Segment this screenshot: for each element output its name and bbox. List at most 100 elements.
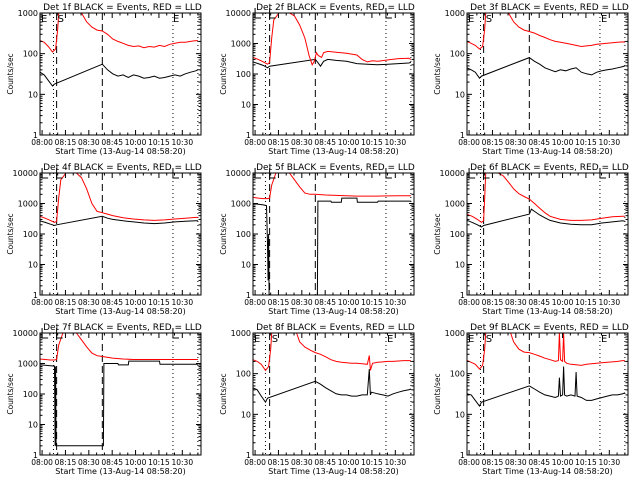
x-tick-label: 08:45 bbox=[314, 458, 336, 467]
y-tick-label: 10 bbox=[455, 261, 465, 270]
y-tick-label: 100 bbox=[23, 390, 38, 399]
y-tick-label: 10000 bbox=[13, 329, 38, 338]
y-tick-label: 1 bbox=[33, 131, 38, 140]
x-axis-label: Start Time (13-Aug-14 08:58:20) bbox=[55, 467, 186, 476]
marker-label-e: E bbox=[468, 334, 474, 345]
x-axis-label: Start Time (13-Aug-14 08:58:20) bbox=[55, 307, 186, 316]
events-series-line bbox=[253, 58, 412, 69]
plot-frame bbox=[466, 12, 629, 136]
x-tick-label: 08:00 bbox=[458, 298, 480, 307]
panel-title: Det 1f BLACK = Events, RED = LLD bbox=[43, 3, 202, 13]
marker-label-s: S bbox=[486, 14, 492, 25]
x-tick-label: 08:00 bbox=[244, 138, 266, 147]
plot-area bbox=[40, 333, 199, 455]
x-axis-label: Start Time (13-Aug-14 08:58:20) bbox=[482, 147, 613, 156]
marker-label-e: E bbox=[173, 14, 179, 25]
plot-area bbox=[253, 13, 412, 135]
x-tick-label: 10:15 bbox=[148, 458, 170, 467]
marker-label-e: E bbox=[601, 334, 607, 345]
x-tick-label: 08:45 bbox=[101, 298, 123, 307]
x-tick-label: 08:15 bbox=[55, 298, 77, 307]
x-tick-label: 08:00 bbox=[244, 298, 266, 307]
bracket-mid-marker bbox=[269, 8, 276, 19]
lld-series-line bbox=[253, 173, 411, 200]
panel-det-5: Det 5f BLACK = Events, RED = LLD 1 10 100 10… bbox=[219, 163, 415, 316]
y-tick-label: 10 bbox=[241, 261, 251, 270]
x-tick-label: 08:45 bbox=[314, 298, 336, 307]
x-tick-label: 08:15 bbox=[482, 298, 504, 307]
x-tick-label: 08:30 bbox=[291, 458, 313, 467]
panel-title: Det 7f BLACK = Events, RED = LLD bbox=[43, 323, 202, 333]
x-tick-label: 08:45 bbox=[101, 138, 123, 147]
plot-frame bbox=[39, 332, 202, 456]
marker-label-e: E bbox=[387, 334, 393, 345]
y-tick-label: 10 bbox=[455, 90, 465, 99]
y-tick-label: 10000 bbox=[13, 169, 38, 178]
x-tick-label: 10:30 bbox=[598, 458, 620, 467]
x-tick-label: 08:45 bbox=[528, 138, 550, 147]
bracket-end-marker bbox=[172, 168, 179, 179]
y-axis-label: Counts/sec bbox=[219, 53, 228, 94]
x-tick-label: 10:30 bbox=[598, 298, 620, 307]
x-tick-label: 08:30 bbox=[78, 298, 100, 307]
lld-series-line bbox=[253, 13, 412, 66]
panel-title: Det 5f BLACK = Events, RED = LLD bbox=[256, 163, 415, 173]
x-axis-label: Start Time (13-Aug-14 08:58:20) bbox=[268, 467, 399, 476]
x-axis-label: Start Time (13-Aug-14 08:58:20) bbox=[482, 467, 613, 476]
x-tick-label: 08:15 bbox=[55, 138, 77, 147]
panel-det-4: Det 4f BLACK = Events, RED = LLD 1 10 100 10… bbox=[6, 163, 202, 316]
x-tick-label: 08:30 bbox=[291, 298, 313, 307]
plot-area bbox=[467, 333, 626, 455]
x-tick-label: 10:30 bbox=[171, 298, 193, 307]
x-tick-label: 08:15 bbox=[268, 138, 290, 147]
events-series-line bbox=[467, 366, 626, 407]
lld-series-line bbox=[40, 13, 198, 53]
marker-label-s: S bbox=[272, 334, 278, 345]
y-tick-label: 1 bbox=[460, 131, 465, 140]
y-tick-label: 10000 bbox=[440, 169, 465, 178]
marker-label-s: S bbox=[486, 334, 492, 345]
x-tick-label: 10:00 bbox=[552, 298, 574, 307]
x-tick-label: 08:30 bbox=[78, 458, 100, 467]
plot-frame bbox=[252, 332, 415, 456]
lld-series-line bbox=[253, 333, 411, 372]
y-tick-label: 100 bbox=[236, 230, 251, 239]
x-tick-label: 10:15 bbox=[148, 298, 170, 307]
x-tick-label: 08:30 bbox=[505, 458, 527, 467]
bracket-mid-marker bbox=[56, 328, 63, 339]
x-tick-label: 10:00 bbox=[552, 138, 574, 147]
events-series-line bbox=[40, 63, 199, 87]
events-series-line bbox=[40, 360, 198, 447]
panel-title: Det 2f BLACK = Events, RED = LLD bbox=[256, 3, 415, 13]
x-tick-label: 10:30 bbox=[171, 138, 193, 147]
y-tick-label: 100 bbox=[23, 50, 38, 59]
x-tick-label: 08:00 bbox=[31, 458, 53, 467]
x-axis-label: Start Time (13-Aug-14 08:58:20) bbox=[482, 307, 613, 316]
y-tick-label: 1 bbox=[33, 291, 38, 300]
y-tick-label: 1 bbox=[246, 451, 251, 460]
marker-label-e: E bbox=[468, 14, 474, 25]
plot-frame bbox=[252, 12, 415, 136]
y-tick-label: 1000 bbox=[445, 9, 465, 18]
y-tick-label: 1000 bbox=[18, 9, 38, 18]
panel-det-2: Det 2f BLACK = Events, RED = LLD 1 10 100 10… bbox=[219, 3, 415, 156]
bracket-end-marker bbox=[385, 8, 392, 19]
plot-area bbox=[253, 173, 412, 295]
plot-frame bbox=[39, 12, 202, 136]
x-axis-label: Start Time (13-Aug-14 08:58:20) bbox=[268, 147, 399, 156]
panel-det-7: Det 7f BLACK = Events, RED = LLD 1 10 100 10… bbox=[6, 323, 202, 476]
y-axis-label: Counts/sec bbox=[433, 213, 442, 254]
x-tick-label: 10:00 bbox=[338, 298, 360, 307]
marker-label-e: E bbox=[254, 334, 260, 345]
lld-series-line bbox=[467, 333, 625, 370]
lld-series-line bbox=[40, 173, 198, 223]
y-tick-label: 10 bbox=[28, 421, 38, 430]
y-tick-label: 100 bbox=[236, 370, 251, 379]
x-tick-label: 10:15 bbox=[361, 298, 383, 307]
x-tick-label: 10:00 bbox=[125, 138, 147, 147]
y-tick-label: 10000 bbox=[226, 9, 251, 18]
x-tick-label: 08:30 bbox=[78, 138, 100, 147]
y-tick-label: 100 bbox=[23, 230, 38, 239]
y-tick-label: 1000 bbox=[231, 329, 251, 338]
